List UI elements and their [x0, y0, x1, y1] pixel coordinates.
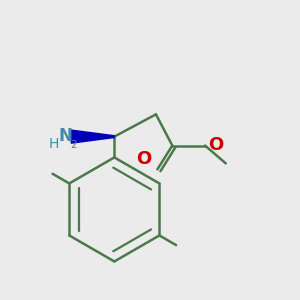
- Text: N: N: [58, 127, 72, 145]
- Text: 2: 2: [70, 140, 77, 150]
- Text: O: O: [136, 150, 152, 168]
- Polygon shape: [71, 130, 114, 143]
- Text: H: H: [48, 137, 59, 151]
- Text: O: O: [208, 136, 224, 154]
